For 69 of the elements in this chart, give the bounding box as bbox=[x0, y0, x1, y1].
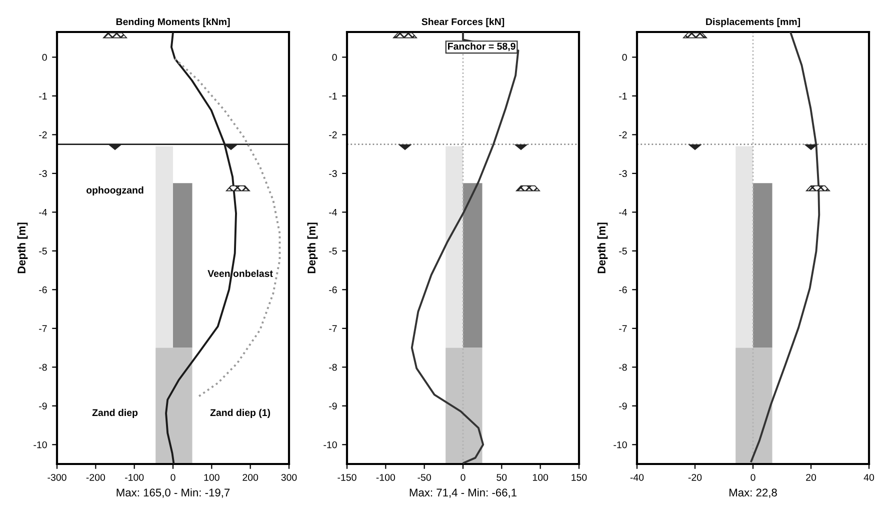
y-tick-label: -3 bbox=[329, 170, 337, 178]
chart-title: Bending Moments [kNm] bbox=[116, 18, 230, 28]
x-tick-label: 0 bbox=[750, 474, 756, 481]
annotation: Fanchor = 58,9 bbox=[448, 42, 516, 52]
y-tick-label: -4 bbox=[329, 208, 337, 216]
x-tick-label: 20 bbox=[806, 474, 816, 481]
x-tick-label: 150 bbox=[572, 474, 587, 481]
x-axis-title: Max: 165,0 - Min: -19,7 bbox=[116, 488, 230, 498]
x-tick-label: -100 bbox=[125, 474, 144, 481]
y-tick-label: -9 bbox=[329, 402, 337, 410]
y-tick-label: -5 bbox=[39, 248, 47, 255]
x-tick-label: -150 bbox=[338, 474, 356, 481]
y-tick-label: -4 bbox=[619, 208, 627, 216]
annotation: ophoogzand bbox=[86, 186, 144, 196]
x-tick-label: 40 bbox=[864, 474, 874, 481]
line-series bbox=[410, 32, 520, 464]
x-tick-label: 200 bbox=[242, 474, 258, 481]
y-tick-label: -5 bbox=[329, 248, 337, 255]
y-tick-label: -2 bbox=[329, 131, 337, 138]
x-tick-label: 0 bbox=[170, 474, 176, 481]
y-tick-label: -1 bbox=[619, 92, 627, 100]
y-tick-label: -7 bbox=[619, 325, 627, 332]
x-tick-label: 100 bbox=[204, 474, 220, 481]
y-tick-label: 0 bbox=[332, 54, 337, 61]
y-tick-label: -8 bbox=[39, 364, 47, 371]
x-tick-label: -50 bbox=[418, 474, 431, 481]
y-tick-label: -9 bbox=[39, 402, 47, 410]
y-axis-title: Depth [m] bbox=[597, 222, 608, 274]
y-tick-label: -2 bbox=[619, 131, 627, 138]
y-tick-label: -4 bbox=[39, 208, 47, 216]
annotation: Veen onbelast bbox=[208, 270, 273, 277]
y-tick-label: -10 bbox=[34, 441, 47, 448]
chart-title: Displacements [mm] bbox=[706, 18, 800, 28]
y-tick-label: 0 bbox=[42, 54, 47, 61]
y-tick-label: -5 bbox=[619, 248, 627, 255]
y-axis-title: Depth [m] bbox=[17, 222, 28, 274]
x-tick-label: -300 bbox=[48, 474, 66, 481]
y-tick-label: -1 bbox=[329, 92, 337, 100]
y-tick-label: -6 bbox=[39, 286, 47, 294]
y-tick-label: -7 bbox=[329, 325, 337, 332]
y-tick-label: -9 bbox=[619, 402, 627, 410]
chart-title: Shear Forces [kN] bbox=[422, 18, 504, 28]
x-tick-label: -20 bbox=[688, 474, 702, 481]
y-tick-label: -7 bbox=[39, 325, 47, 332]
x-tick-label: -100 bbox=[376, 474, 396, 481]
x-tick-label: 0 bbox=[460, 474, 466, 481]
y-tick-label: -3 bbox=[619, 170, 627, 178]
x-axis-title: Max: 22,8 bbox=[730, 488, 777, 498]
y-tick-label: -8 bbox=[329, 364, 337, 371]
x-tick-label: 100 bbox=[532, 474, 548, 481]
x-tick-label: -40 bbox=[630, 474, 644, 481]
x-tick-label: 50 bbox=[496, 474, 507, 481]
line-series bbox=[750, 32, 820, 462]
x-tick-label: -200 bbox=[86, 474, 106, 481]
y-tick-label: -10 bbox=[614, 441, 627, 448]
y-tick-label: -6 bbox=[619, 286, 627, 294]
y-tick-label: -10 bbox=[324, 441, 337, 448]
x-tick-label: 300 bbox=[281, 474, 297, 481]
y-tick-label: -3 bbox=[39, 170, 47, 178]
x-axis-title: Max: 71,4 - Min: -66,1 bbox=[410, 488, 516, 498]
y-tick-label: -8 bbox=[619, 364, 627, 371]
annotation: Zand diep bbox=[92, 408, 138, 418]
line-series bbox=[174, 58, 281, 398]
annotation: Zand diep (1) bbox=[210, 408, 270, 418]
y-axis-title: Depth [m] bbox=[307, 222, 318, 274]
y-tick-label: -6 bbox=[329, 286, 337, 294]
y-tick-label: -2 bbox=[39, 131, 47, 138]
y-tick-label: 0 bbox=[622, 54, 627, 61]
y-tick-label: -1 bbox=[39, 92, 47, 100]
